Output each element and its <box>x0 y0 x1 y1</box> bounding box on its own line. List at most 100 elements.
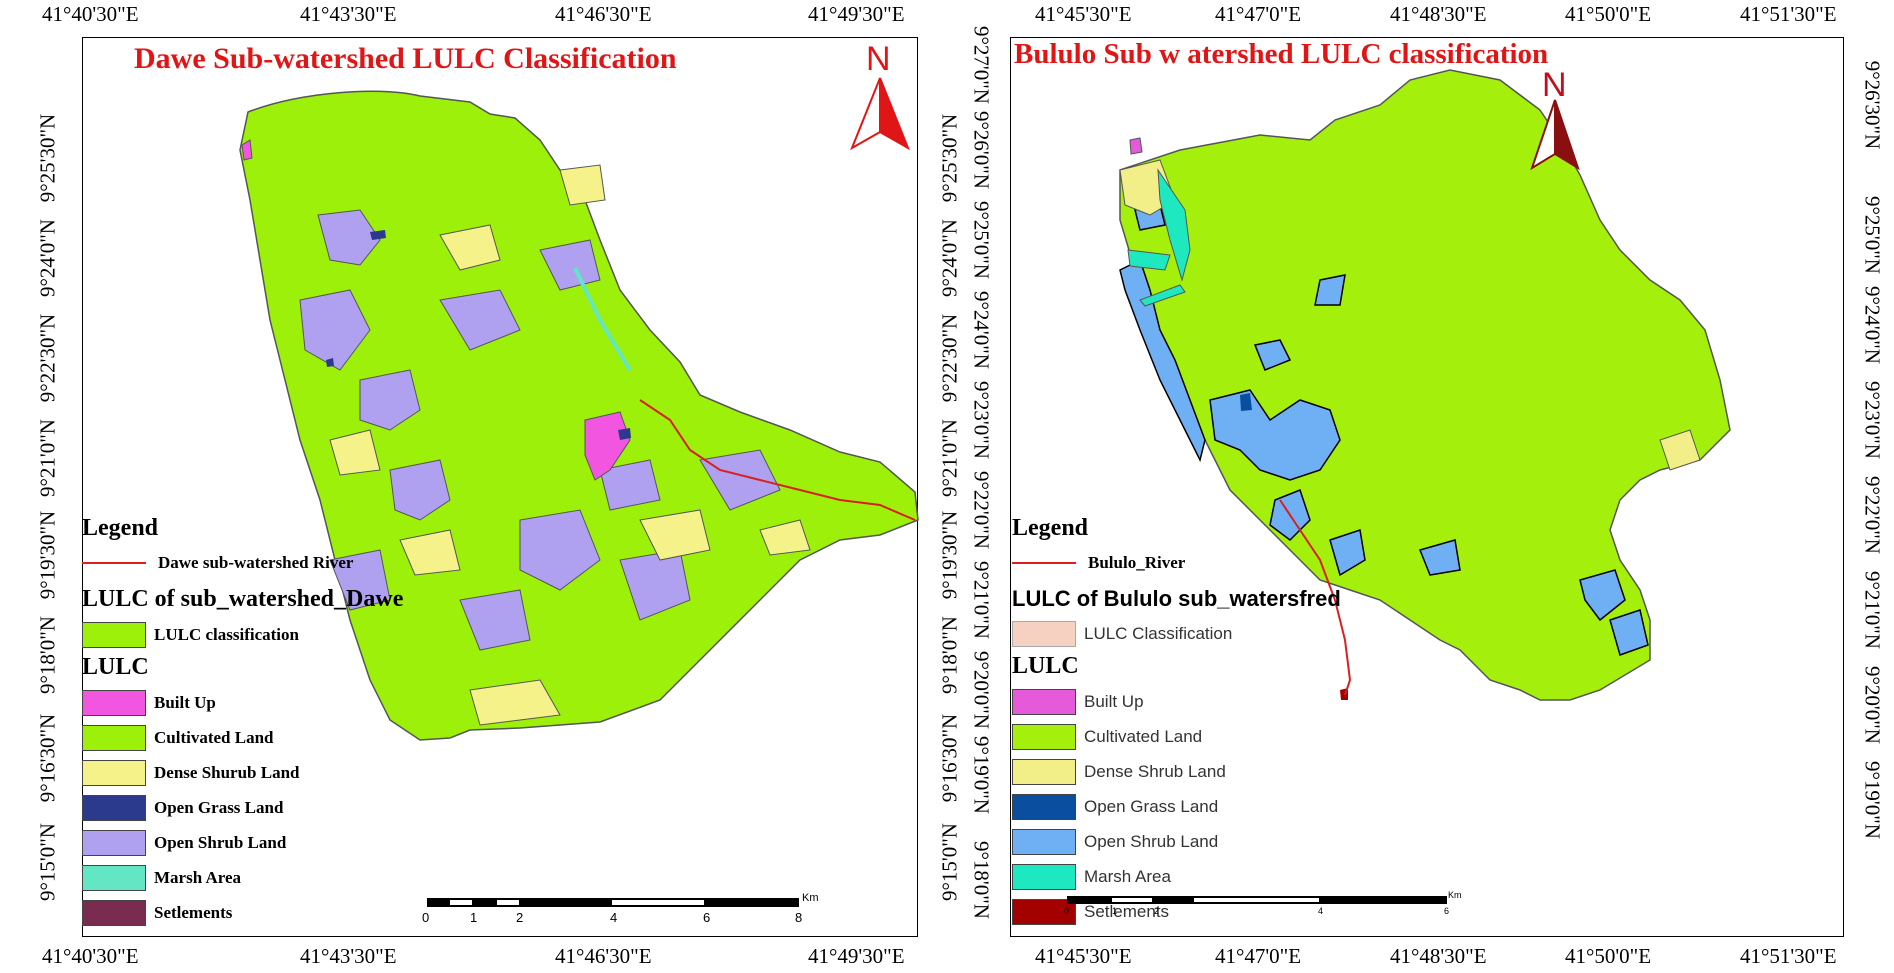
bottom-coord: 41°45'30"E <box>1035 944 1132 968</box>
bottom-coord: 41°48'30"E <box>1390 944 1487 968</box>
scale-unit: Km <box>1448 890 1462 900</box>
legend-classification-label: LULC Classification <box>1084 623 1233 643</box>
scale-label: 0 <box>1064 906 1070 916</box>
legend-class-label: Setlements <box>1084 901 1170 921</box>
scale-label: 2 <box>516 910 524 925</box>
bottom-coord: 41°47'0"E <box>1215 944 1302 968</box>
legend-class-swatch <box>1012 793 1076 820</box>
legend-class-row: Built Up <box>1012 684 1432 719</box>
legend-classification-label: LULC classification <box>154 624 299 644</box>
legend-class-label: Open Shrub Land <box>154 832 287 852</box>
bululo-watershed-map <box>1119 69 1731 701</box>
left-coord: 9°25'0"N <box>969 201 994 279</box>
legend-class-row: Setlements <box>82 895 502 930</box>
river-line-swatch <box>82 562 146 564</box>
legend-class-swatch <box>1012 898 1076 925</box>
bululo-scale-bar <box>1067 896 1447 904</box>
dawe-built-up-edge <box>241 139 253 161</box>
scale-label: 4 <box>610 910 618 925</box>
dawe-open-shrub-land <box>299 209 781 651</box>
dawe-legend: Legend Dawe sub-watershed River LULC of … <box>82 515 502 930</box>
scale-label: 1 <box>1112 906 1118 916</box>
dawe-cultivated-land <box>239 90 919 741</box>
bululo-map-title: Bululo Sub w atershed LULC classificatio… <box>1014 38 1549 70</box>
dawe-scale-bar <box>427 898 799 907</box>
legend-class-label: Built Up <box>1084 691 1144 711</box>
scale-label: 4 <box>1318 906 1324 916</box>
classification-swatch <box>1012 620 1076 647</box>
dawe-map-title: Dawe Sub-watershed LULC Classification <box>134 42 677 75</box>
bululo-map-panel: 41°45'30"E 41°47'0"E 41°48'30"E 41°50'0"… <box>970 0 1894 973</box>
legend-river-row: Dawe sub-watershed River <box>82 548 502 578</box>
top-coord: 41°51'30"E <box>1740 2 1837 26</box>
scale-label: 2 <box>1154 906 1160 916</box>
legend-class-row: Cultivated Land <box>1012 719 1432 754</box>
legend-classification-row: LULC classification <box>82 617 502 652</box>
legend-class-label: Cultivated Land <box>1084 726 1203 746</box>
legend-class-swatch <box>1012 723 1076 750</box>
left-coord: 9°26'0"N <box>969 111 994 189</box>
legend-lulc-of: LULC of sub_watershed_Dawe <box>82 586 404 612</box>
legend-class-label: Marsh Area <box>1084 866 1171 886</box>
legend-class-label: Dense Shurub Land <box>154 762 300 782</box>
top-coord: 41°40'30"E <box>42 2 139 26</box>
legend-class-label: Setlements <box>154 902 233 922</box>
scale-label: 6 <box>703 910 711 925</box>
legend-class-swatch <box>1012 758 1076 785</box>
dawe-watershed-map <box>239 90 919 741</box>
bottom-coord: 41°40'30"E <box>42 944 139 968</box>
legend-class-label: Open Grass Land <box>1084 796 1219 816</box>
legend-class-row: Dense Shurub Land <box>82 755 502 790</box>
left-coord: 9°21'0"N <box>969 561 994 639</box>
bululo-north-arrow-icon <box>1530 99 1580 171</box>
scale-label: 1 <box>470 910 478 925</box>
legend-class-swatch <box>82 829 146 856</box>
top-coord: 41°47'0"E <box>1215 2 1302 26</box>
legend-class-row: Marsh Area <box>82 860 502 895</box>
legend-class-row: Built Up <box>82 685 502 720</box>
legend-class-label: Cultivated Land <box>154 727 274 747</box>
legend-river-label: Bululo_River <box>1088 553 1186 572</box>
legend-class-swatch <box>1012 863 1076 890</box>
left-coord: 9°22'0"N <box>969 471 994 549</box>
classification-swatch <box>82 621 146 648</box>
legend-river-label: Dawe sub-watershed River <box>158 553 354 572</box>
top-coord: 41°43'30"E <box>300 2 397 26</box>
bottom-coord: 41°49'30"E <box>808 944 905 968</box>
legend-lulc: LULC <box>82 654 149 680</box>
legend-class-row: Open Grass Land <box>1012 789 1432 824</box>
left-coord: 9°27'0"N <box>969 26 994 104</box>
legend-class-swatch <box>82 794 146 821</box>
bottom-coord: 41°51'30"E <box>1740 944 1837 968</box>
bululo-north-label: N <box>1542 66 1567 104</box>
dawe-dense-shrub-land <box>329 164 811 726</box>
legend-classification-row: LULC Classification <box>1012 616 1432 651</box>
bululo-open-grass-land <box>1240 393 1252 411</box>
dawe-north-label: N <box>866 40 891 78</box>
legend-class-row: Open Shrub Land <box>1012 824 1432 859</box>
legend-class-label: Marsh Area <box>154 867 242 887</box>
legend-class-label: Open Grass Land <box>154 797 284 817</box>
scale-label: 6 <box>1444 906 1450 916</box>
bululo-marsh-area <box>1127 168 1191 307</box>
legend-class-swatch <box>82 899 146 926</box>
river-line-swatch <box>1012 562 1076 564</box>
legend-heading: Legend <box>82 515 159 541</box>
left-coord: 9°23'0"N <box>969 381 994 459</box>
top-coord: 41°49'30"E <box>808 2 905 26</box>
bottom-coord: 41°43'30"E <box>300 944 397 968</box>
dawe-marsh-area <box>573 267 632 372</box>
legend-class-swatch <box>82 759 146 786</box>
legend-class-row: Setlements <box>1012 894 1432 929</box>
legend-class-swatch <box>82 724 146 751</box>
dawe-built-up <box>584 411 631 481</box>
bottom-coord: 41°50'0"E <box>1565 944 1652 968</box>
legend-class-row: Open Shrub Land <box>82 825 502 860</box>
legend-lulc-of: LULC of Bululo sub_watersfred <box>1012 586 1341 611</box>
legend-class-list: Built Up Cultivated Land Dense Shurub Land… <box>82 685 502 930</box>
legend-class-row: Open Grass Land <box>82 790 502 825</box>
legend-class-row: Cultivated Land <box>82 720 502 755</box>
legend-class-label: Dense Shrub Land <box>1084 761 1226 781</box>
left-coord: 9°20'0"N <box>969 651 994 729</box>
dawe-map-panel: 41°40'30"E 41°43'30"E 41°46'30"E 41°49'3… <box>36 2 962 968</box>
